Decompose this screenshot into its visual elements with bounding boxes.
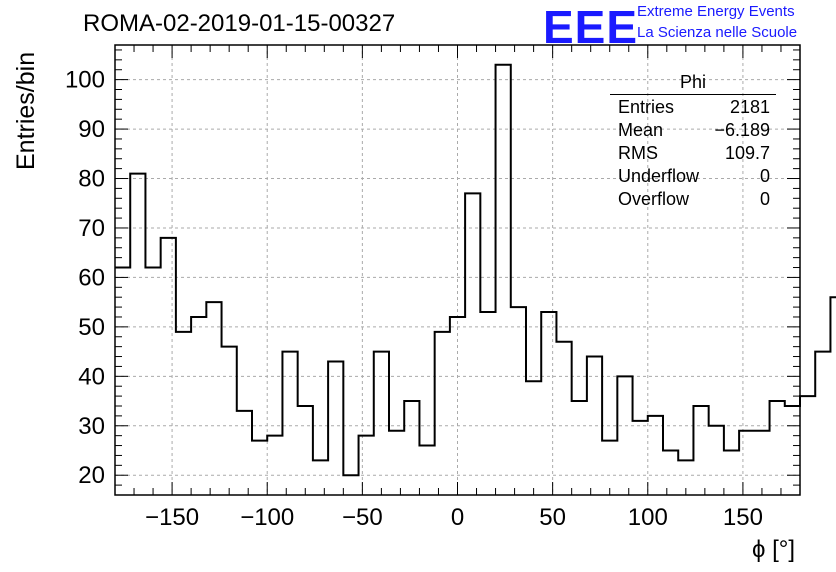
stats-label: RMS [618, 143, 658, 163]
stats-title: Phi [610, 72, 776, 95]
stats-box: Phi Entries 2181 Mean −6.189 RMS 109.7 U… [610, 72, 776, 211]
x-tick-label: −100 [240, 504, 294, 531]
tick-labels: −150 −100 −50 0 50 100 150 20 30 40 50 60 70 80 90 100 [65, 67, 763, 531]
grid-lines [115, 45, 800, 495]
stats-label: Overflow [618, 189, 690, 209]
y-tick-label: 20 [78, 462, 105, 489]
x-tick-label: 0 [451, 504, 464, 531]
stats-row: RMS 109.7 [610, 142, 776, 165]
x-tick-label: −150 [145, 504, 199, 531]
x-tick-label: 150 [723, 504, 763, 531]
stats-label: Underflow [618, 166, 700, 186]
x-tick-label: −50 [342, 504, 383, 531]
stats-value: −6.189 [714, 120, 770, 140]
stats-row: Overflow 0 [610, 188, 776, 211]
y-tick-label: 70 [78, 215, 105, 242]
x-tick-label: 100 [628, 504, 668, 531]
stats-row: Entries 2181 [610, 96, 776, 119]
stats-value: 109.7 [724, 143, 770, 163]
histogram-series [115, 63, 836, 477]
stats-value: 0 [759, 166, 770, 186]
y-tick-label: 30 [78, 413, 105, 440]
stats-label: Entries [618, 97, 675, 117]
y-tick-label: 50 [78, 314, 105, 341]
eee-logo: EEE [543, 1, 639, 53]
logo-line-2: La Scienza nelle Scuole [637, 24, 798, 41]
x-axis-label: ϕ [°] [752, 536, 796, 563]
y-tick-label: 90 [78, 116, 105, 143]
y-tick-label: 40 [78, 363, 105, 390]
stats-row: Mean −6.189 [610, 119, 776, 142]
y-axis-label: Entries/bin [12, 51, 40, 170]
x-tick-label: 50 [539, 504, 566, 531]
y-tick-label: 60 [78, 264, 105, 291]
chart-title: ROMA-02-2019-01-15-00327 [83, 10, 396, 37]
axis-ticks [114, 45, 801, 496]
stats-value: 0 [759, 189, 770, 209]
logo-line-1: Extreme Energy Events [637, 3, 795, 20]
stats-row: Underflow 0 [610, 165, 776, 188]
plot-frame [114, 44, 801, 496]
y-tick-label: 80 [78, 166, 105, 193]
stats-value: 2181 [729, 97, 770, 117]
y-tick-label: 100 [65, 67, 105, 94]
stats-label: Mean [618, 120, 664, 140]
